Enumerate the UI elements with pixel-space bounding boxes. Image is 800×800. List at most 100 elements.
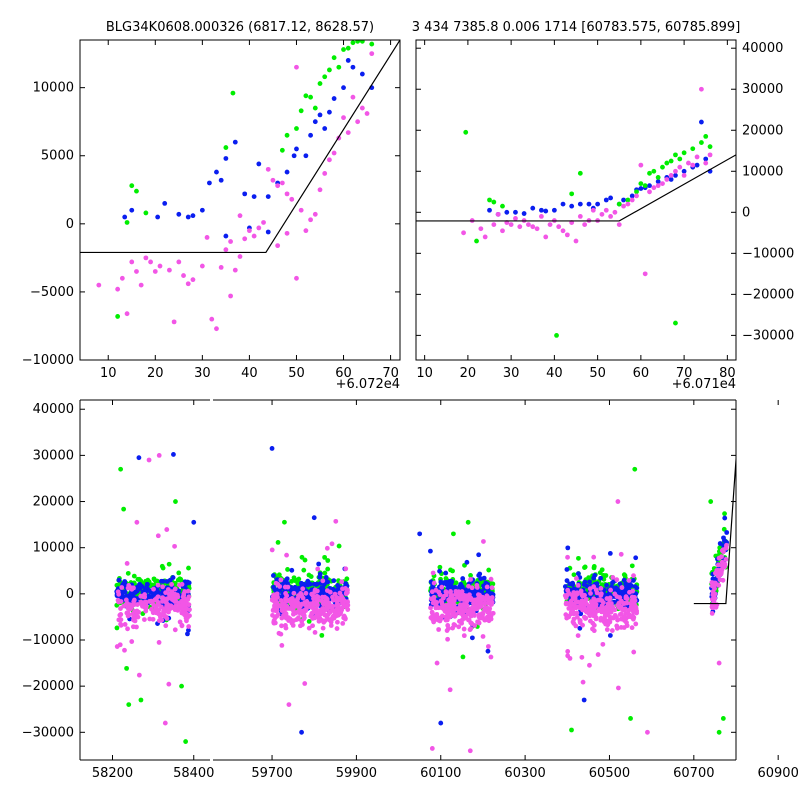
point-magenta xyxy=(315,602,320,608)
point-magenta xyxy=(456,589,462,595)
point-magenta xyxy=(621,203,626,209)
point-magenta xyxy=(311,609,316,615)
point-magenta xyxy=(320,625,326,631)
point-magenta xyxy=(435,617,441,623)
point-magenta xyxy=(332,610,338,615)
point-magenta xyxy=(434,660,440,666)
point-magenta xyxy=(485,644,491,649)
point-green xyxy=(664,160,670,166)
point-blue xyxy=(617,581,623,587)
point-magenta xyxy=(451,622,457,627)
point-magenta xyxy=(160,611,166,616)
point-blue xyxy=(487,207,492,213)
point-magenta xyxy=(118,621,124,627)
point-magenta xyxy=(273,608,279,614)
point-magenta xyxy=(439,613,445,619)
point-magenta xyxy=(167,595,173,601)
point-magenta xyxy=(647,189,652,195)
point-magenta xyxy=(573,605,579,611)
point-green xyxy=(569,727,574,733)
point-magenta xyxy=(445,602,451,608)
point-magenta xyxy=(281,607,287,613)
point-green xyxy=(306,618,312,624)
point-magenta xyxy=(313,606,319,612)
point-green xyxy=(118,466,124,472)
point-magenta xyxy=(331,615,337,621)
point-green xyxy=(616,201,622,207)
point-green xyxy=(465,519,471,525)
point-magenta xyxy=(340,620,346,626)
point-magenta xyxy=(147,599,152,604)
point-magenta xyxy=(478,226,484,232)
point-magenta xyxy=(534,226,540,232)
point-magenta xyxy=(488,576,494,582)
point-blue xyxy=(242,191,248,197)
point-magenta xyxy=(694,154,700,160)
point-magenta xyxy=(455,594,460,600)
point-magenta xyxy=(564,232,570,238)
point-magenta xyxy=(134,608,140,614)
point-magenta xyxy=(686,160,691,166)
point-magenta xyxy=(242,236,248,242)
point-magenta xyxy=(495,211,501,217)
y-tick-label: 10000 xyxy=(742,164,783,179)
point-magenta xyxy=(629,594,635,600)
point-magenta xyxy=(148,259,153,265)
y-tick-label: 30000 xyxy=(742,82,783,97)
point-magenta xyxy=(185,597,191,602)
point-green xyxy=(681,150,687,156)
point-green xyxy=(223,145,229,150)
point-magenta xyxy=(570,595,576,601)
point-magenta xyxy=(571,590,577,595)
point-blue xyxy=(633,555,639,561)
point-green xyxy=(554,332,559,338)
point-magenta xyxy=(634,610,640,616)
point-magenta xyxy=(588,590,593,596)
point-magenta xyxy=(166,681,172,687)
point-green xyxy=(284,132,290,138)
point-magenta xyxy=(490,610,496,616)
point-magenta xyxy=(228,293,233,299)
point-magenta xyxy=(430,600,436,606)
point-blue xyxy=(571,586,577,592)
point-blue xyxy=(311,515,317,521)
point-magenta xyxy=(709,610,715,616)
point-magenta xyxy=(468,626,474,632)
point-blue xyxy=(581,697,587,703)
point-magenta xyxy=(580,679,586,685)
point-blue xyxy=(569,203,575,209)
point-magenta xyxy=(342,599,348,604)
point-magenta xyxy=(182,589,188,594)
y-tick-label: 30000 xyxy=(33,448,74,463)
point-magenta xyxy=(439,599,445,605)
x-tick-label: 40 xyxy=(546,366,563,381)
point-magenta xyxy=(316,618,322,624)
point-magenta xyxy=(590,207,596,213)
point-magenta xyxy=(583,616,588,621)
point-blue xyxy=(485,648,491,654)
point-magenta xyxy=(345,130,351,135)
point-blue xyxy=(314,581,320,587)
point-magenta xyxy=(584,609,590,615)
point-magenta xyxy=(178,599,184,605)
point-green xyxy=(126,702,132,708)
point-magenta xyxy=(587,662,592,668)
point-magenta xyxy=(315,566,321,572)
point-magenta xyxy=(468,609,474,614)
point-blue xyxy=(207,180,212,186)
point-magenta xyxy=(298,601,304,607)
point-magenta xyxy=(482,234,488,240)
point-magenta xyxy=(471,611,477,617)
point-magenta xyxy=(539,214,544,219)
point-green xyxy=(308,574,314,579)
point-magenta xyxy=(719,559,725,565)
point-magenta xyxy=(457,605,463,611)
point-green xyxy=(599,567,605,573)
point-magenta xyxy=(621,607,627,613)
point-magenta xyxy=(119,275,125,281)
point-magenta xyxy=(469,585,475,591)
point-blue xyxy=(470,589,476,595)
point-magenta xyxy=(445,611,451,617)
point-magenta xyxy=(115,286,121,292)
point-blue xyxy=(341,85,346,91)
